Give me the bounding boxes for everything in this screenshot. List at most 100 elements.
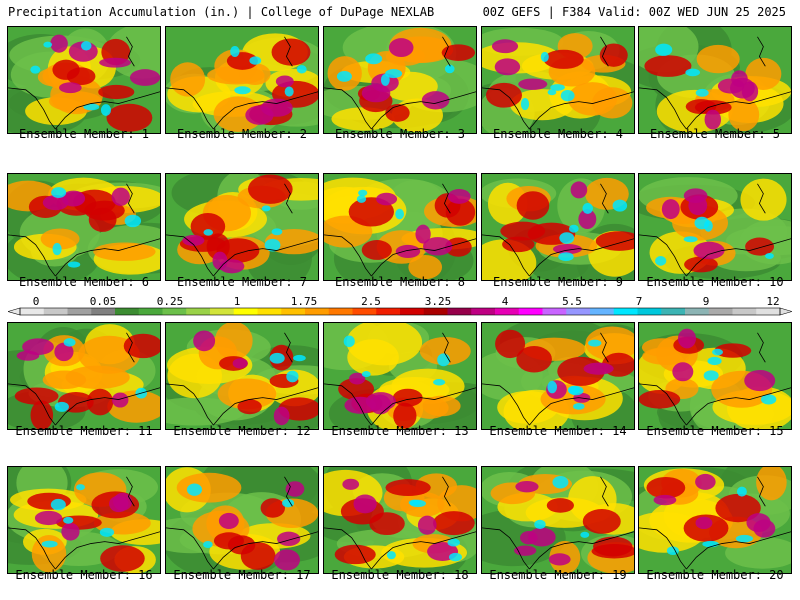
precip-contour-blob [437,353,450,367]
precip-field [482,27,634,133]
precip-contour-blob [588,339,602,347]
precip-contour-blob [583,362,614,375]
precip-field [639,467,791,573]
precip-contour-blob [495,329,526,359]
precip-field [324,467,476,573]
precip-contour-blob [702,540,719,548]
state-border-lines [8,36,160,130]
precip-contour-blob [61,522,80,541]
precip-contour-blob [393,402,417,429]
precip-contour-blob [123,333,160,359]
ensemble-member-caption: Ensemble Member: 7 [176,275,308,289]
precip-contour-blob [63,516,74,524]
precip-contour-blob [392,388,423,407]
precip-contour-blob [395,244,421,258]
precip-contour-blob [591,544,634,559]
precip-field [8,323,160,429]
precip-contour-blob [693,241,725,260]
colorbar-tick-label: 2.5 [361,296,381,308]
state-border-lines [482,332,634,426]
precip-contour-blob [516,346,552,373]
precip-contour-blob [655,256,667,266]
chart-title: Precipitation Accumulation (in.) | Colle… [8,5,435,19]
precip-contour-blob [730,77,755,99]
precip-contour-blob [567,82,617,116]
precip-contour-blob [385,69,403,79]
ensemble-member-caption: Ensemble Member: 8 [334,275,466,289]
precip-contour-blob [100,545,145,572]
ensemble-member-map [638,322,792,430]
precip-contour-blob [51,187,67,198]
colorbar-swatch [661,308,686,315]
precip-contour-blob [269,352,285,364]
precip-contour-blob [217,378,277,410]
colorbar-swatch [613,308,638,315]
ensemble-member-map [481,173,635,281]
precip-contour-blob [358,189,368,197]
precip-contour-blob [528,527,556,547]
precip-contour-blob [293,354,306,362]
precip-contour-blob [745,237,775,256]
colorbar-swatch [708,308,733,315]
precip-contour-blob [485,82,522,108]
precip-contour-blob [41,540,58,548]
ensemble-member-map [165,26,319,134]
precip-contour-blob [568,224,579,233]
precip-contour-blob [560,89,575,102]
precip-contour-blob [247,174,293,204]
precip-contour-blob [275,75,294,88]
precip-contour-blob [193,330,216,352]
precip-contour-blob [552,476,569,489]
precip-contour-blob [695,516,713,530]
precip-contour-blob [646,476,686,499]
precipitation-colorbar: 0 0.05 0.25 1 1.75 2.5 3.25 4 5.5 7 9 12 [8,296,792,318]
precip-contour-blob [548,553,571,566]
precip-contour-blob [230,46,240,58]
precip-contour-blob [342,478,360,490]
precip-contour-blob [52,242,62,256]
precip-contour-blob [644,55,692,77]
precip-contour-blob [661,199,680,220]
state-border-lines [166,332,318,426]
precip-contour-blob [395,208,404,220]
colorbar-swatch [67,308,92,315]
precip-contour-blob [346,323,423,366]
precip-contour-blob [655,43,673,56]
precip-contour-blob [34,510,63,526]
ensemble-member-map [7,466,161,574]
precip-contour-blob [707,356,722,366]
precip-contour-blob [445,237,472,257]
state-border-lines [482,476,634,570]
precip-contour-blob [365,53,383,65]
colorbar-swatch [756,308,781,315]
precip-contour-blob [170,62,206,97]
precip-contour-blob [232,358,248,369]
precip-contour-blob [334,544,376,565]
ensemble-member-caption: Ensemble Member: 9 [492,275,624,289]
precip-contour-blob [271,228,283,236]
precip-contour-blob [166,397,245,426]
precip-contour-blob [50,498,66,511]
precip-contour-blob [599,43,628,67]
precip-contour-blob [260,498,286,518]
precip-contour-blob [86,388,114,416]
ensemble-member-caption: Ensemble Member: 14 [489,424,627,438]
colorbar-swatch [376,308,401,315]
ensemble-member-caption: Ensemble Member: 5 [649,127,781,141]
state-border-lines [8,332,160,426]
precip-contour-blob [516,191,550,220]
precip-contour-blob [249,56,262,65]
precip-contour-blob [285,481,305,497]
ensemble-member-caption: Ensemble Member: 18 [331,568,469,582]
state-border-lines [639,332,791,426]
precip-contour-blob [441,44,476,61]
state-border-lines [639,36,791,130]
precip-contour-blob [388,38,414,58]
precip-contour-blob [52,59,80,80]
precip-contour-blob [124,214,142,228]
precip-contour-blob [100,104,111,116]
precip-contour-blob [286,370,299,383]
precip-contour-blob [653,494,677,506]
precip-contour-blob [31,534,67,573]
precip-contour-blob [186,483,203,496]
